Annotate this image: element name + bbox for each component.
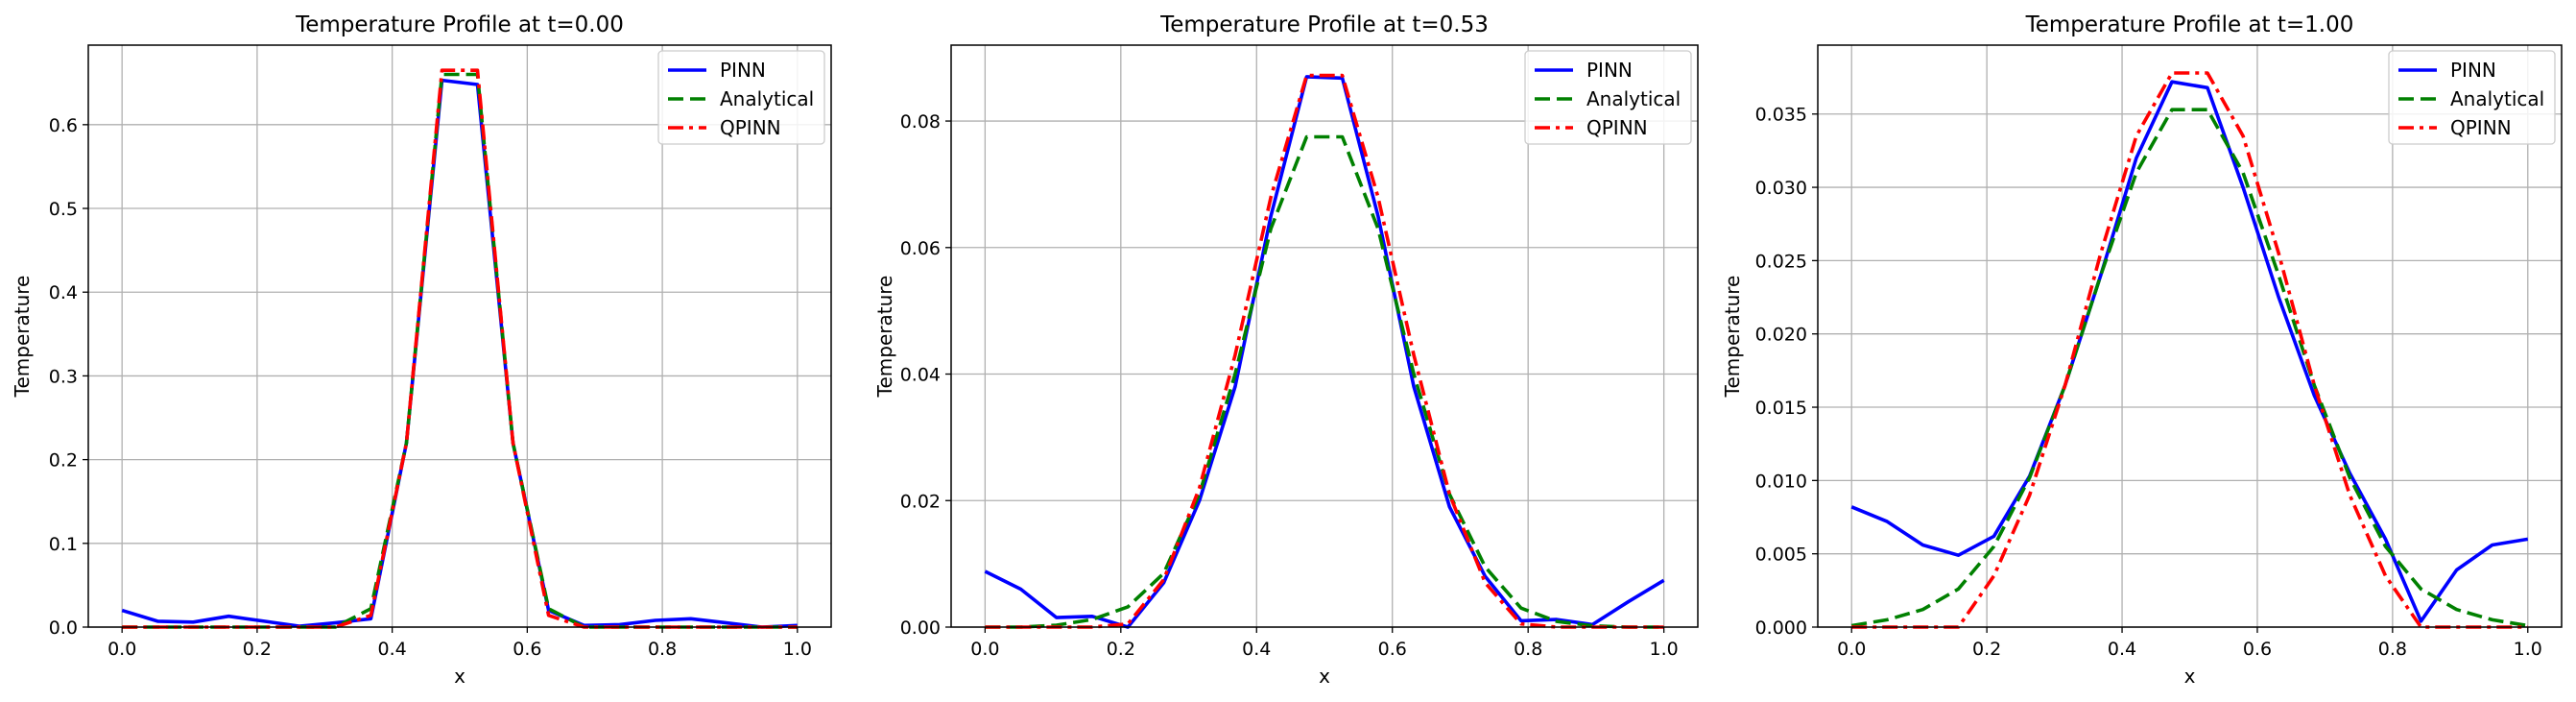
legend-label-analytical: Analytical	[720, 87, 814, 110]
x-tick-label: 0.8	[648, 639, 677, 660]
legend-box	[657, 50, 825, 145]
y-tick-label: 0.02	[900, 491, 941, 512]
series-line-pinn	[984, 75, 1665, 629]
legend: PINN Analytical QPINN	[1524, 50, 1692, 145]
axes-frame	[87, 44, 832, 628]
y-tick-label: 0.0	[49, 617, 78, 639]
y-tick-label: 0.020	[1755, 325, 1807, 346]
x-tick-label: 0.6	[2243, 639, 2272, 660]
chart-title: Temperature Profile at t=1.00	[2025, 12, 2354, 37]
x-tick-label: 0.4	[378, 639, 407, 660]
chart-title: Temperature Profile at t=0.00	[295, 12, 624, 37]
series-line-pinn	[1850, 80, 2529, 623]
x-tick-label: 0.4	[2108, 639, 2136, 660]
x-tick-label: 1.0	[1650, 639, 1679, 660]
legend-label-pinn: PINN	[720, 59, 766, 82]
chart-title: Temperature Profile at t=0.53	[1159, 12, 1489, 37]
legend-label-qpinn: QPINN	[2450, 116, 2512, 139]
y-tick-label: 0.00	[900, 617, 941, 639]
series-line-analytical	[122, 72, 798, 629]
x-tick-label: 0.0	[1837, 639, 1866, 660]
axes-frame	[1817, 44, 2563, 628]
legend-label-pinn: PINN	[1586, 59, 1633, 82]
x-tick-label: 0.2	[1107, 639, 1135, 660]
chart-panel-3: 0.0 0.2 0.4 0.6 0.8 1.0 0.000 0.005 0.010 0.015 0.…	[1721, 12, 2563, 688]
x-axis-label: x	[454, 665, 465, 688]
chart-panel-2: 0.0 0.2 0.4 0.6 0.8 1.0 0.00 0.02 0.04 0.06 0.08 Te…	[873, 12, 1699, 688]
x-tick-label: 0.6	[513, 639, 541, 660]
y-tick-label: 0.06	[900, 238, 941, 259]
x-tick-label: 0.2	[1972, 639, 2001, 660]
y-tick-label: 0.4	[49, 282, 78, 303]
y-tick-label: 0.1	[49, 534, 78, 555]
y-tick-label: 0.005	[1755, 545, 1807, 566]
legend-box	[1524, 50, 1692, 145]
y-axis-label: Temperature	[873, 276, 896, 399]
y-tick-label: 0.000	[1755, 617, 1807, 639]
axes-frame	[950, 44, 1699, 628]
legend: PINN Analytical QPINN	[2388, 50, 2556, 145]
series-line-analytical	[985, 134, 1664, 629]
series-line-qpinn	[1851, 71, 2528, 629]
x-tick-label: 0.4	[1242, 639, 1271, 660]
y-tick-label: 0.3	[49, 366, 78, 387]
y-tick-label: 0.010	[1755, 471, 1807, 492]
y-tick-label: 0.5	[49, 199, 78, 220]
x-tick-label: 1.0	[783, 639, 812, 660]
y-tick-label: 0.6	[49, 115, 78, 136]
y-tick-label: 0.015	[1755, 398, 1807, 419]
x-tick-label: 0.8	[1514, 639, 1542, 660]
x-tick-label: 0.0	[970, 639, 999, 660]
x-tick-label: 0.2	[243, 639, 272, 660]
legend-label-qpinn: QPINN	[1586, 116, 1648, 139]
y-tick-label: 0.025	[1755, 251, 1807, 272]
x-axis-label: x	[2184, 665, 2196, 688]
legend-label-pinn: PINN	[2450, 59, 2496, 82]
y-tick-label: 0.030	[1755, 178, 1807, 199]
legend-label-analytical: Analytical	[1586, 87, 1681, 110]
y-axis-label: Temperature	[1721, 276, 1744, 399]
y-tick-label: 0.2	[49, 450, 78, 472]
y-axis-label: Temperature	[11, 276, 34, 399]
x-tick-label: 0.0	[107, 639, 136, 660]
legend: PINN Analytical QPINN	[657, 50, 825, 145]
chart-panel-1: 0.0 0.2 0.4 0.6 0.8 1.0 0.0 0.1 0.2 0.3 0.4 0.5 0.6 T…	[11, 12, 832, 688]
x-tick-label: 0.8	[2378, 639, 2407, 660]
legend-label-qpinn: QPINN	[720, 116, 781, 139]
legend-box	[2388, 50, 2556, 145]
x-tick-label: 1.0	[2514, 639, 2542, 660]
series-line-qpinn	[985, 73, 1664, 629]
series-line-pinn	[121, 78, 798, 629]
x-tick-label: 0.6	[1378, 639, 1407, 660]
x-axis-label: x	[1319, 665, 1330, 688]
series-line-analytical	[1850, 108, 2529, 628]
y-tick-label: 0.08	[900, 111, 941, 133]
y-tick-label: 0.04	[900, 365, 941, 386]
legend-label-analytical: Analytical	[2450, 87, 2544, 110]
y-tick-label: 0.035	[1755, 105, 1807, 126]
